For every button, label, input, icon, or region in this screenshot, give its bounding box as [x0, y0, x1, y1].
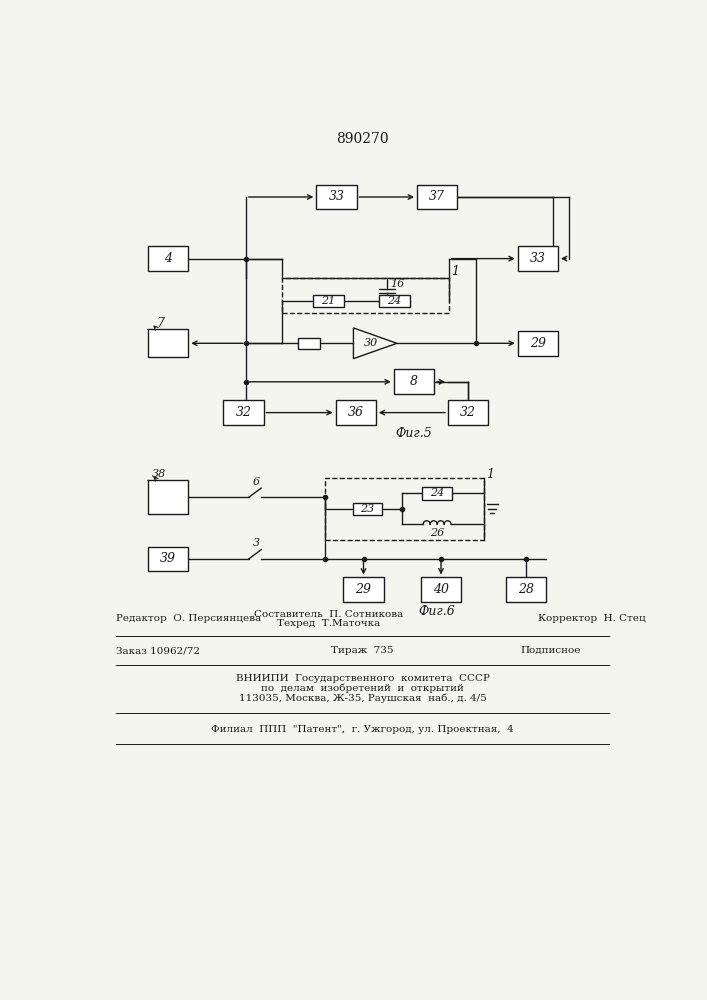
Text: 23: 23 [361, 504, 375, 514]
Bar [316, 185, 356, 209]
Text: Фиг.5: Фиг.5 [395, 427, 432, 440]
Text: 113035, Москва, Ж-35, Раушская  наб., д. 4/5: 113035, Москва, Ж-35, Раушская наб., д. … [239, 694, 486, 703]
Text: 28: 28 [518, 583, 534, 596]
Bar [353, 503, 382, 515]
Text: 40: 40 [433, 583, 449, 596]
Bar [336, 400, 376, 425]
Text: по  делам  изобретений  и  открытий: по делам изобретений и открытий [262, 684, 464, 693]
Text: 29: 29 [530, 337, 546, 350]
Bar [518, 246, 558, 271]
Text: Составитель  П. Сотникова: Составитель П. Сотникова [254, 610, 403, 619]
Bar [325, 478, 484, 540]
Bar [506, 577, 547, 602]
Text: 29: 29 [356, 583, 371, 596]
Text: 32: 32 [460, 406, 476, 419]
Text: 8: 8 [410, 375, 418, 388]
Text: ВНИИПИ  Государственного  комитета  СССР: ВНИИПИ Государственного комитета СССР [236, 674, 490, 683]
Text: 16: 16 [390, 279, 404, 289]
Text: 1: 1 [451, 265, 459, 278]
Bar [223, 400, 264, 425]
Text: 33: 33 [530, 252, 546, 265]
Text: 32: 32 [235, 406, 252, 419]
Bar [148, 246, 188, 271]
Text: 24: 24 [387, 296, 402, 306]
Text: 38: 38 [152, 469, 166, 479]
Bar [148, 480, 188, 514]
Text: 7: 7 [156, 317, 165, 330]
Text: 26: 26 [430, 528, 444, 538]
Text: 1: 1 [486, 468, 493, 481]
Text: Корректор  Н. Стец: Корректор Н. Стец [538, 614, 645, 623]
Text: 24: 24 [430, 488, 444, 498]
Text: Заказ 10962/72: Заказ 10962/72 [115, 646, 199, 655]
Bar [379, 295, 410, 307]
Text: Филиал  ППП  "Патент",  г. Ужгород, ул. Проектная,  4: Филиал ППП "Патент", г. Ужгород, ул. Про… [211, 725, 514, 734]
Bar [282, 278, 449, 312]
Text: 33: 33 [328, 190, 344, 204]
Bar [417, 185, 457, 209]
Bar [421, 577, 461, 602]
Text: 4: 4 [164, 252, 173, 265]
Bar [298, 338, 320, 349]
Text: 36: 36 [348, 406, 363, 419]
Bar [148, 329, 188, 357]
Bar [313, 295, 344, 307]
Bar [448, 400, 489, 425]
Bar [422, 487, 452, 500]
Text: 37: 37 [429, 190, 445, 204]
Text: 30: 30 [364, 338, 378, 348]
Text: 890270: 890270 [337, 132, 389, 146]
Bar [148, 547, 188, 571]
Text: Подписное: Подписное [520, 646, 580, 655]
Text: Техред  Т.Маточка: Техред Т.Маточка [277, 619, 380, 628]
Text: 3: 3 [253, 538, 260, 548]
Text: Тираж  735: Тираж 735 [332, 646, 394, 655]
Text: 21: 21 [322, 296, 336, 306]
Text: Редактор  О. Персиянцева: Редактор О. Персиянцева [115, 614, 261, 623]
Bar [344, 577, 384, 602]
Bar [518, 331, 558, 356]
Text: Фиг.6: Фиг.6 [419, 605, 455, 618]
Text: 6: 6 [253, 477, 260, 487]
Bar [394, 369, 434, 394]
Text: 39: 39 [160, 552, 176, 565]
